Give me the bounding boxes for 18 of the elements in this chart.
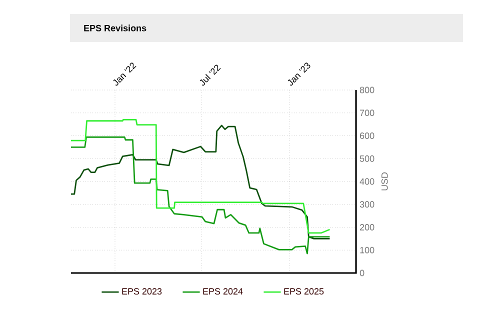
y-tick-label: 800 — [360, 86, 374, 94]
line-series — [70, 136, 330, 254]
y-tick-label: 500 — [360, 155, 374, 162]
y-tick-label: 300 — [360, 201, 374, 208]
chart-title: EPS Revisions — [84, 24, 146, 32]
y-tick-label: 200 — [360, 224, 374, 230]
y-tick-label: 700 — [360, 110, 374, 116]
legend-label: EPS 2025 — [284, 288, 324, 295]
y-tick-label: 600 — [360, 132, 374, 139]
x-tick-label: Jan '22 — [113, 62, 136, 86]
legend-label: EPS 2024 — [203, 288, 243, 295]
x-tick-label: Jul '22 — [200, 64, 221, 86]
y-axis-title: USD — [381, 172, 388, 190]
legend-label: EPS 2023 — [122, 288, 162, 295]
x-tick-label: Jan '23 — [288, 62, 310, 86]
y-tick-label: 100 — [360, 246, 374, 254]
y-tick-label: 400 — [360, 178, 374, 185]
y-tick-label: 0 — [360, 270, 364, 276]
